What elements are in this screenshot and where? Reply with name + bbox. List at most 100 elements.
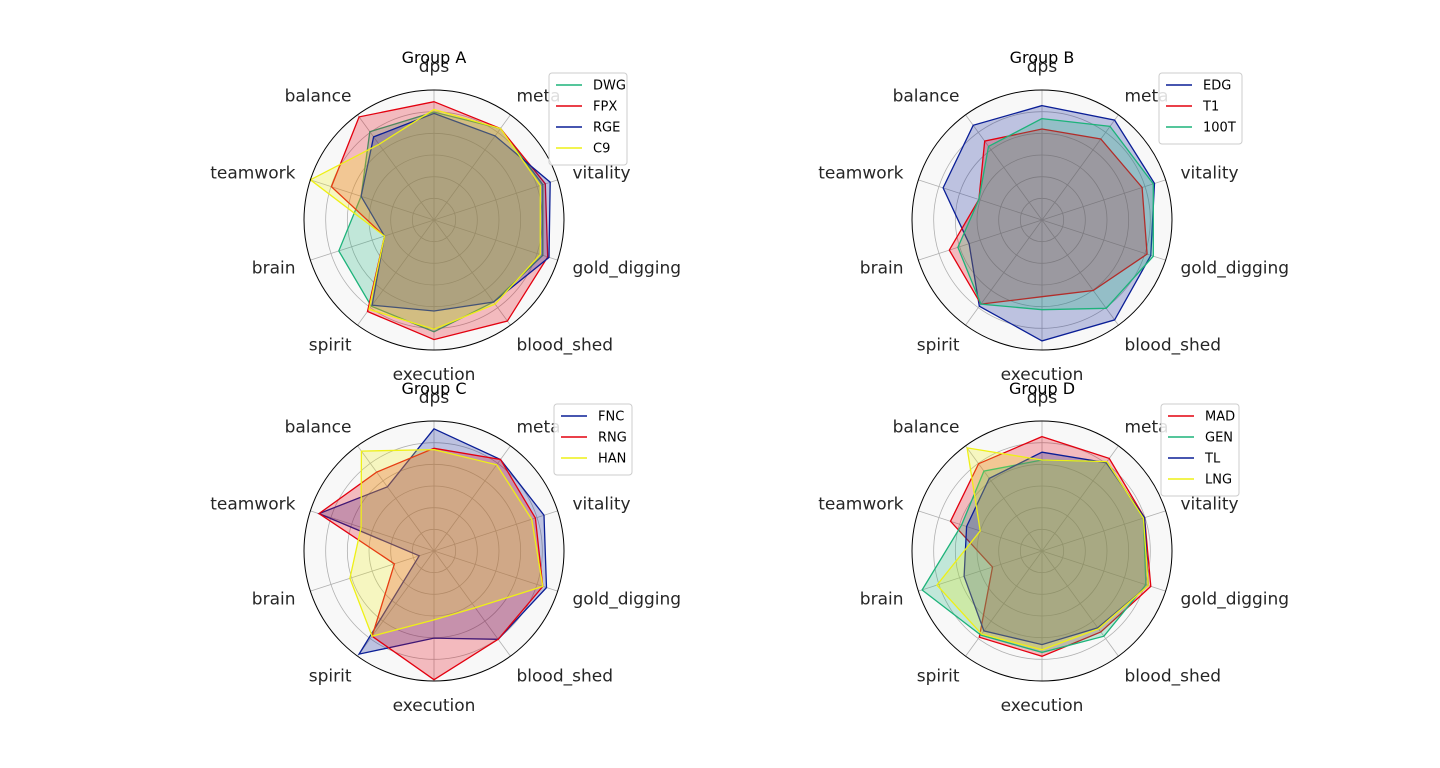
axis-label-spirit: spirit bbox=[917, 336, 960, 356]
radar-axis-labels: dps meta vitality gold_digging blood_shedexe… bbox=[818, 57, 1289, 385]
axis-label-vitality: vitality bbox=[573, 163, 631, 183]
axis-label-execution: execution bbox=[393, 365, 476, 385]
axis-label-spirit: spirit bbox=[309, 336, 352, 356]
chart-title: Group B bbox=[1010, 48, 1075, 67]
series-line-t1 bbox=[948, 128, 1148, 305]
axis-label-spirit: spirit bbox=[309, 667, 352, 687]
series-line-fnc bbox=[317, 427, 548, 656]
axis-label-dps: dps bbox=[419, 57, 450, 77]
grid-spoke bbox=[965, 550, 1043, 657]
axis-label-blood-shed: blood_shed bbox=[517, 667, 614, 687]
axis-label-execution: execution bbox=[393, 696, 476, 716]
grid-spoke bbox=[433, 445, 511, 552]
grid-spoke bbox=[357, 219, 435, 326]
grid-spoke bbox=[1041, 445, 1119, 552]
legend: DWG FPX RGE C9 bbox=[548, 72, 628, 166]
grid-spoke bbox=[433, 179, 558, 221]
grid-spoke bbox=[965, 219, 1043, 326]
series-line-100t bbox=[957, 117, 1154, 311]
radar-frame bbox=[911, 420, 1173, 682]
grid-spoke bbox=[433, 114, 511, 221]
series-area-gen bbox=[922, 460, 1146, 653]
chart-title: Group D bbox=[1009, 379, 1075, 398]
series-area-edg bbox=[943, 105, 1155, 341]
legend-label-rng: RNG bbox=[598, 431, 627, 446]
series-line-rge bbox=[360, 112, 551, 312]
series-area-c9 bbox=[310, 109, 541, 330]
grid-spoke bbox=[310, 510, 435, 552]
axis-label-gold-digging: gold_digging bbox=[1181, 259, 1290, 279]
axis-label-balance: balance bbox=[285, 86, 352, 106]
axis-label-brain: brain bbox=[252, 590, 296, 610]
legend: EDG T1 100T bbox=[1158, 72, 1243, 145]
legend-box bbox=[548, 72, 628, 166]
series-line-dwg bbox=[338, 111, 544, 333]
grid-spoke bbox=[433, 510, 558, 552]
chart-title: Group C bbox=[402, 379, 467, 398]
grid-spoke bbox=[433, 219, 511, 326]
series-area-rng bbox=[319, 448, 543, 680]
radar-frame bbox=[303, 420, 565, 682]
axis-label-gold-digging: gold_digging bbox=[1181, 590, 1290, 610]
series-line-han bbox=[349, 448, 544, 637]
axis-label-teamwork: teamwork bbox=[210, 494, 295, 514]
grid-spoke bbox=[965, 114, 1043, 221]
grid-spoke bbox=[1041, 550, 1166, 592]
grid-spoke bbox=[918, 179, 1043, 221]
legend: FNC RNG HAN bbox=[553, 403, 633, 476]
axis-label-meta: meta bbox=[517, 417, 561, 437]
series-area-fpx bbox=[331, 101, 548, 340]
axis-label-balance: balance bbox=[285, 417, 352, 437]
radar-series-group bbox=[309, 101, 551, 341]
radar-series-group bbox=[942, 104, 1156, 342]
legend-box bbox=[1160, 403, 1240, 497]
series-area-100t bbox=[957, 118, 1154, 310]
legend-label-han: HAN bbox=[598, 452, 626, 467]
grid-spoke bbox=[357, 445, 435, 552]
legend-label-100t: 100T bbox=[1203, 121, 1236, 136]
axis-label-execution: execution bbox=[1001, 365, 1084, 385]
axis-label-dps: dps bbox=[419, 388, 450, 408]
radar-panel-3: dps meta vitality gold_digging blood_shedexe… bbox=[210, 379, 681, 716]
radar-panel-2: dps meta vitality gold_digging blood_shedexe… bbox=[818, 48, 1289, 385]
grid-spoke bbox=[1041, 550, 1119, 657]
axis-label-brain: brain bbox=[860, 259, 904, 279]
grid-spoke bbox=[357, 550, 435, 657]
legend-label-edg: EDG bbox=[1203, 79, 1231, 94]
radar-axis-labels: dpsmetavitalitygold_diggingblood_shedexe… bbox=[210, 57, 681, 385]
axis-label-meta: meta bbox=[1125, 86, 1169, 106]
series-area-fnc bbox=[319, 428, 547, 655]
axis-label-execution: execution bbox=[1001, 696, 1084, 716]
legend-label-c9: C9 bbox=[593, 142, 610, 157]
axis-label-blood-shed: blood_shed bbox=[1125, 336, 1222, 356]
grid-spoke bbox=[918, 550, 1043, 592]
grid-spoke bbox=[1041, 219, 1119, 326]
grid-spoke bbox=[1041, 179, 1166, 221]
axis-label-balance: balance bbox=[893, 86, 960, 106]
axis-label-teamwork: teamwork bbox=[818, 494, 903, 514]
series-area-mad bbox=[950, 436, 1151, 657]
legend-label-gen: GEN bbox=[1205, 431, 1233, 446]
axis-label-blood-shed: blood_shed bbox=[1125, 667, 1222, 687]
legend-label-lng: LNG bbox=[1205, 473, 1232, 488]
axis-label-dps: dps bbox=[1027, 57, 1058, 77]
series-line-edg bbox=[942, 104, 1156, 342]
radar-axis-labels: dpsmetavitalitygold_diggingblood_shedexe… bbox=[818, 388, 1289, 716]
radar-series-group bbox=[921, 435, 1152, 657]
axis-label-brain: brain bbox=[860, 590, 904, 610]
radar-panel-4: dps meta vitality gold_digging blood_shedexe… bbox=[818, 379, 1289, 716]
legend-label-fnc: FNC bbox=[598, 410, 624, 425]
grid-spoke bbox=[310, 550, 435, 592]
legend: MAD GEN TL LNG bbox=[1160, 403, 1240, 497]
series-area-tl bbox=[964, 452, 1149, 645]
series-area-rge bbox=[361, 113, 551, 312]
legend-label-tl: TL bbox=[1204, 452, 1221, 467]
axis-label-vitality: vitality bbox=[1181, 163, 1239, 183]
series-area-dwg bbox=[338, 112, 543, 332]
grid-spoke bbox=[433, 550, 558, 592]
series-line-mad bbox=[949, 435, 1152, 657]
legend-label-rge: RGE bbox=[593, 121, 620, 136]
axis-label-vitality: vitality bbox=[1181, 494, 1239, 514]
radar-frame bbox=[911, 89, 1173, 351]
